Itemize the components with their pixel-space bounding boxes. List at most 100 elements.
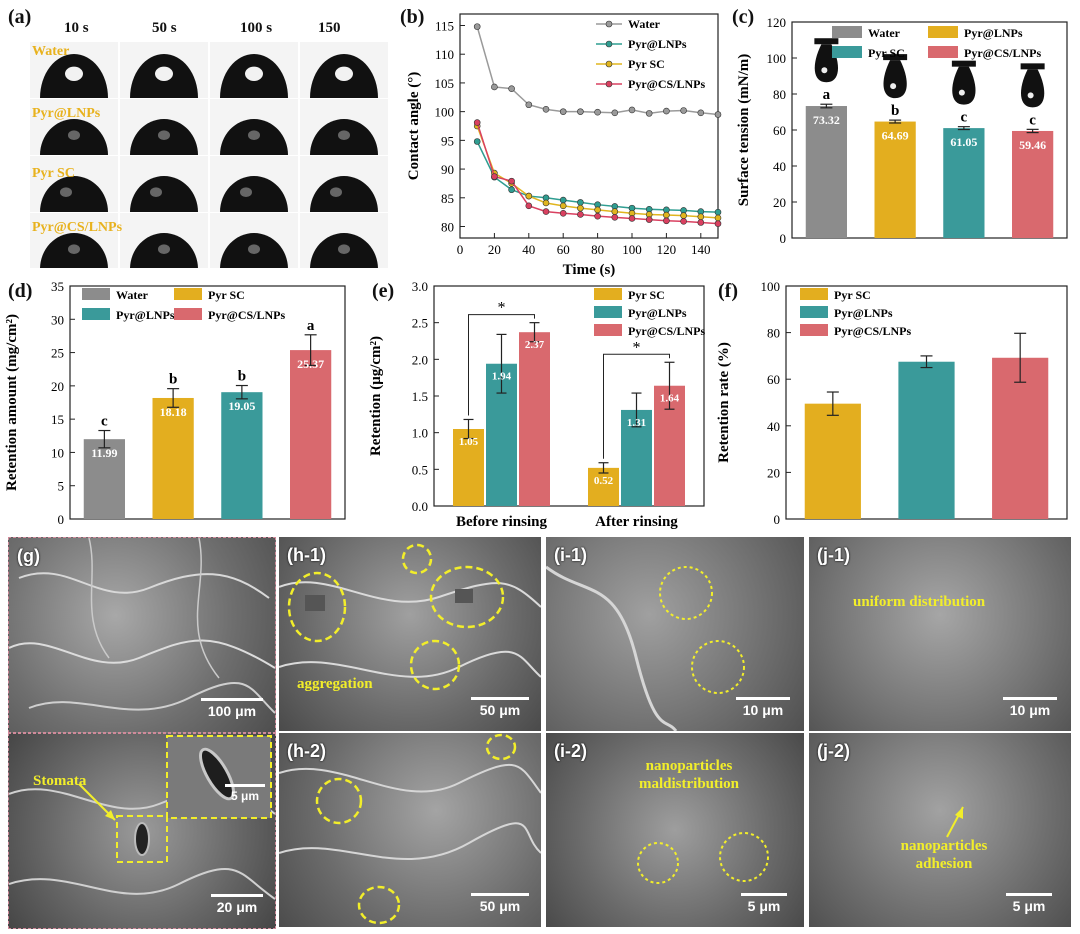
droplet-highlight bbox=[338, 130, 350, 140]
panel-j2-label: (j-2) bbox=[817, 741, 850, 761]
pendant-drop bbox=[1020, 69, 1045, 108]
y-tick-label: 105 bbox=[435, 76, 455, 91]
pendant-drop-needle bbox=[883, 54, 908, 61]
bar bbox=[152, 397, 194, 519]
panel-h1-label: (h-1) bbox=[287, 545, 326, 565]
y-tick-label: 20 bbox=[773, 195, 786, 210]
scale-bar-h1: 50 μm bbox=[467, 697, 533, 718]
panel-i1-label: (i-1) bbox=[554, 545, 587, 565]
sem-g2: Stomata 5 μm 20 μm bbox=[8, 733, 276, 929]
bar bbox=[290, 350, 332, 519]
sem-i1-texture bbox=[546, 565, 745, 731]
y-axis-label: Surface tension (mN/m) bbox=[736, 54, 752, 206]
x-axis-label: Time (s) bbox=[563, 262, 616, 278]
droplet bbox=[220, 176, 288, 212]
data-point bbox=[525, 101, 533, 109]
row-label-pyr-sc: Pyr SC bbox=[32, 166, 75, 181]
data-point bbox=[680, 107, 687, 114]
y-tick-label: 60 bbox=[767, 372, 780, 387]
legend-label: Pyr SC bbox=[628, 288, 665, 302]
y-tick-label: 30 bbox=[51, 312, 64, 327]
droplet bbox=[40, 176, 108, 212]
panel-h2-label: (h-2) bbox=[287, 741, 326, 761]
x-tick-label: 0 bbox=[457, 242, 464, 257]
y-tick-label: 25 bbox=[51, 346, 64, 361]
data-point bbox=[663, 107, 670, 115]
y-tick-label: 80 bbox=[441, 220, 454, 235]
pendant-drop-needle bbox=[814, 38, 839, 45]
scale-bar-g2: 20 μm bbox=[207, 894, 267, 915]
legend-label: Pyr SC bbox=[868, 46, 905, 60]
data-point bbox=[628, 215, 636, 222]
data-point bbox=[542, 199, 550, 207]
data-point bbox=[714, 214, 722, 222]
data-point bbox=[714, 111, 722, 118]
panel-e-label: (e) bbox=[372, 280, 395, 302]
legend-label: Water bbox=[116, 288, 149, 302]
significance-letter: a bbox=[307, 318, 315, 334]
data-point bbox=[577, 199, 584, 206]
data-point bbox=[525, 192, 533, 200]
data-label: 0.52 bbox=[594, 475, 614, 487]
legend-label: Pyr@LNPs bbox=[628, 306, 687, 320]
sem-g1-texture bbox=[9, 538, 275, 714]
panel-d-label: (d) bbox=[8, 280, 33, 302]
y-tick-label: 40 bbox=[767, 419, 780, 434]
data-label: 11.99 bbox=[91, 446, 117, 460]
data-label: 25.37 bbox=[297, 357, 324, 371]
legend-swatch bbox=[594, 288, 622, 300]
uniform-distribution-label: uniform distribution bbox=[853, 594, 986, 610]
data-point bbox=[508, 186, 515, 194]
bar bbox=[805, 106, 847, 238]
data-point bbox=[559, 196, 567, 204]
data-point bbox=[577, 204, 584, 212]
maldistribution-line-2: maldistribution bbox=[638, 776, 740, 792]
pendant-drop-highlight bbox=[958, 89, 965, 96]
y-tick-label: 60 bbox=[773, 123, 786, 138]
data-point bbox=[491, 173, 498, 180]
droplet bbox=[130, 176, 198, 212]
data-label: 61.05 bbox=[950, 135, 977, 149]
droplet-highlight bbox=[68, 130, 80, 140]
x-category-label: Before rinsing bbox=[456, 514, 547, 530]
y-tick-label: 3.0 bbox=[412, 279, 428, 294]
plot-frame bbox=[459, 13, 719, 239]
legend-swatch bbox=[928, 26, 958, 38]
droplet-highlight bbox=[68, 244, 80, 254]
scale-bar-g1: 100 μm bbox=[197, 698, 267, 719]
significance-letter: b bbox=[169, 372, 177, 388]
y-tick-label: 2.0 bbox=[412, 352, 428, 367]
bar bbox=[1012, 130, 1054, 238]
y-tick-label: 20 bbox=[767, 465, 780, 480]
panel-b-label: (b) bbox=[400, 6, 425, 28]
legend-label: Pyr@CS/LNPs bbox=[628, 324, 705, 338]
scale-bar-h2: 50 μm bbox=[467, 893, 533, 914]
legend-label: Water bbox=[868, 26, 901, 40]
y-tick-label: 40 bbox=[773, 159, 786, 174]
y-tick-label: 80 bbox=[767, 326, 780, 341]
legend-swatch bbox=[174, 308, 202, 320]
y-tick-label: 115 bbox=[435, 18, 454, 33]
chart-d-retention-amount: 0 5 10 15 20 25 30 35 Retention amount (mg/cm²) 1… bbox=[4, 279, 346, 527]
data-point bbox=[577, 211, 584, 218]
time-10s: 10 s bbox=[64, 20, 89, 36]
bar bbox=[874, 121, 916, 238]
data-point bbox=[473, 23, 481, 30]
data-point bbox=[611, 214, 619, 221]
bar bbox=[453, 429, 484, 506]
x-tick-label: 100 bbox=[622, 242, 642, 257]
pendant-drop-highlight bbox=[890, 83, 897, 90]
significance-letter: a bbox=[823, 87, 831, 103]
scale-bar-i1: 10 μm bbox=[732, 697, 794, 718]
scale-bar-i2: 5 μm bbox=[736, 893, 792, 914]
y-axis-label: Retention amount (mg/cm²) bbox=[4, 314, 20, 491]
legend-swatch bbox=[594, 306, 622, 318]
data-point bbox=[473, 119, 481, 126]
data-label: 1.94 bbox=[492, 371, 512, 383]
legend-swatch bbox=[832, 46, 862, 58]
data-label: 18.18 bbox=[160, 405, 187, 419]
y-tick-label: 80 bbox=[773, 87, 786, 102]
data-point bbox=[663, 211, 670, 219]
legend-label: Pyr@CS/LNPs bbox=[628, 77, 705, 91]
y-tick-label: 0 bbox=[774, 512, 781, 527]
